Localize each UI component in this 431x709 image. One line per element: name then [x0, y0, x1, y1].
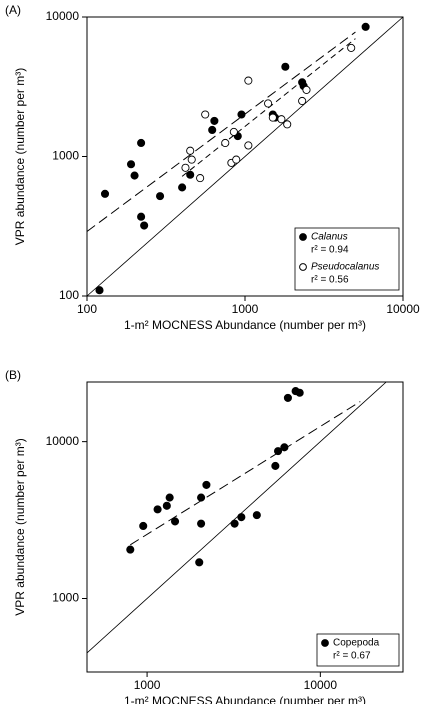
data-point	[165, 493, 174, 502]
data-point	[202, 480, 211, 489]
data-point	[208, 125, 217, 134]
data-point	[295, 388, 304, 397]
data-point	[210, 116, 219, 125]
data-point	[156, 192, 165, 201]
data-point	[181, 163, 190, 172]
y-axis-label: VPR abundance (number per m³)	[13, 68, 27, 245]
data-point	[187, 155, 196, 164]
legend-stat: r² = 0.67	[333, 651, 371, 662]
data-point	[268, 113, 277, 122]
y-tick-label: 10000	[46, 9, 80, 23]
data-point	[221, 138, 230, 148]
legend-stat: r² = 0.94	[311, 245, 349, 256]
data-point	[230, 519, 239, 528]
data-point	[252, 511, 261, 520]
data-point	[95, 286, 104, 295]
fit-line	[181, 38, 356, 177]
data-point	[137, 212, 146, 221]
data-point	[298, 96, 307, 106]
data-point	[347, 43, 356, 52]
data-point	[197, 519, 206, 528]
data-point	[232, 155, 241, 164]
legend-box	[316, 633, 400, 667]
y-axis-label: VPR abundance (number per m³)	[13, 438, 27, 615]
x-axis-label: 1-m² MOCNESS Abundance (number per m³)	[124, 318, 366, 332]
one-to-one-line	[86, 381, 387, 654]
data-point	[153, 505, 162, 514]
panel-label: (A)	[5, 3, 21, 17]
legend-label: Calanus	[311, 232, 348, 243]
data-point	[126, 545, 135, 554]
data-point	[178, 183, 187, 192]
fit-line	[130, 401, 361, 546]
data-point	[361, 22, 370, 31]
x-axis-label: 1-m² MOCNESS Abundance (number per m³)	[124, 694, 366, 704]
fit-line	[86, 31, 356, 232]
data-point	[273, 447, 283, 456]
data-point	[281, 62, 290, 71]
data-point	[186, 170, 195, 179]
legend-label: Pseudocalanus	[311, 262, 379, 273]
data-point	[244, 141, 253, 150]
data-point	[139, 521, 148, 531]
panel: (B) 1000 10000 1000 10000 1-m² MOCNESS Abunda…	[5, 368, 404, 708]
x-tick-label: 1000	[134, 678, 161, 692]
data-point	[229, 127, 238, 136]
x-tick-label: 10000	[386, 302, 420, 316]
legend-label: Copepoda	[333, 638, 380, 649]
data-point	[162, 501, 171, 510]
data-point	[195, 558, 204, 567]
y-tick-label: 1000	[52, 591, 79, 605]
data-point	[197, 493, 206, 502]
data-point	[130, 171, 139, 180]
data-point	[277, 115, 286, 124]
x-tick-label: 10000	[304, 678, 338, 692]
data-point	[196, 174, 205, 183]
data-point	[271, 461, 280, 470]
data-point	[280, 443, 289, 452]
one-to-one-line	[86, 16, 404, 297]
data-point	[126, 160, 136, 169]
legend-box	[294, 227, 400, 291]
data-point	[140, 221, 149, 230]
x-tick-label: 1000	[232, 302, 259, 316]
y-tick-label: 1000	[52, 149, 79, 163]
legend-marker	[321, 639, 329, 647]
legend-marker	[299, 233, 307, 241]
data-point	[283, 393, 292, 402]
data-point	[137, 138, 146, 148]
legend-marker	[299, 263, 307, 271]
legend-stat: r² = 0.56	[311, 275, 349, 286]
data-point	[201, 110, 210, 119]
data-point	[283, 120, 292, 129]
plot-frame	[86, 381, 404, 673]
panel: (A) 100 1000 10000 100 1000 10000 1-m² MOCNESS …	[5, 3, 420, 332]
x-tick-label: 100	[77, 302, 97, 316]
data-point	[264, 99, 273, 108]
data-point	[244, 76, 253, 85]
data-point	[100, 189, 110, 198]
panel-label: (B)	[5, 368, 21, 382]
y-tick-label: 10000	[46, 434, 80, 448]
data-point	[237, 513, 246, 522]
y-tick-label: 100	[59, 288, 79, 302]
data-point	[170, 517, 180, 526]
data-point	[302, 85, 311, 94]
data-point	[237, 110, 246, 119]
data-point	[186, 146, 195, 155]
